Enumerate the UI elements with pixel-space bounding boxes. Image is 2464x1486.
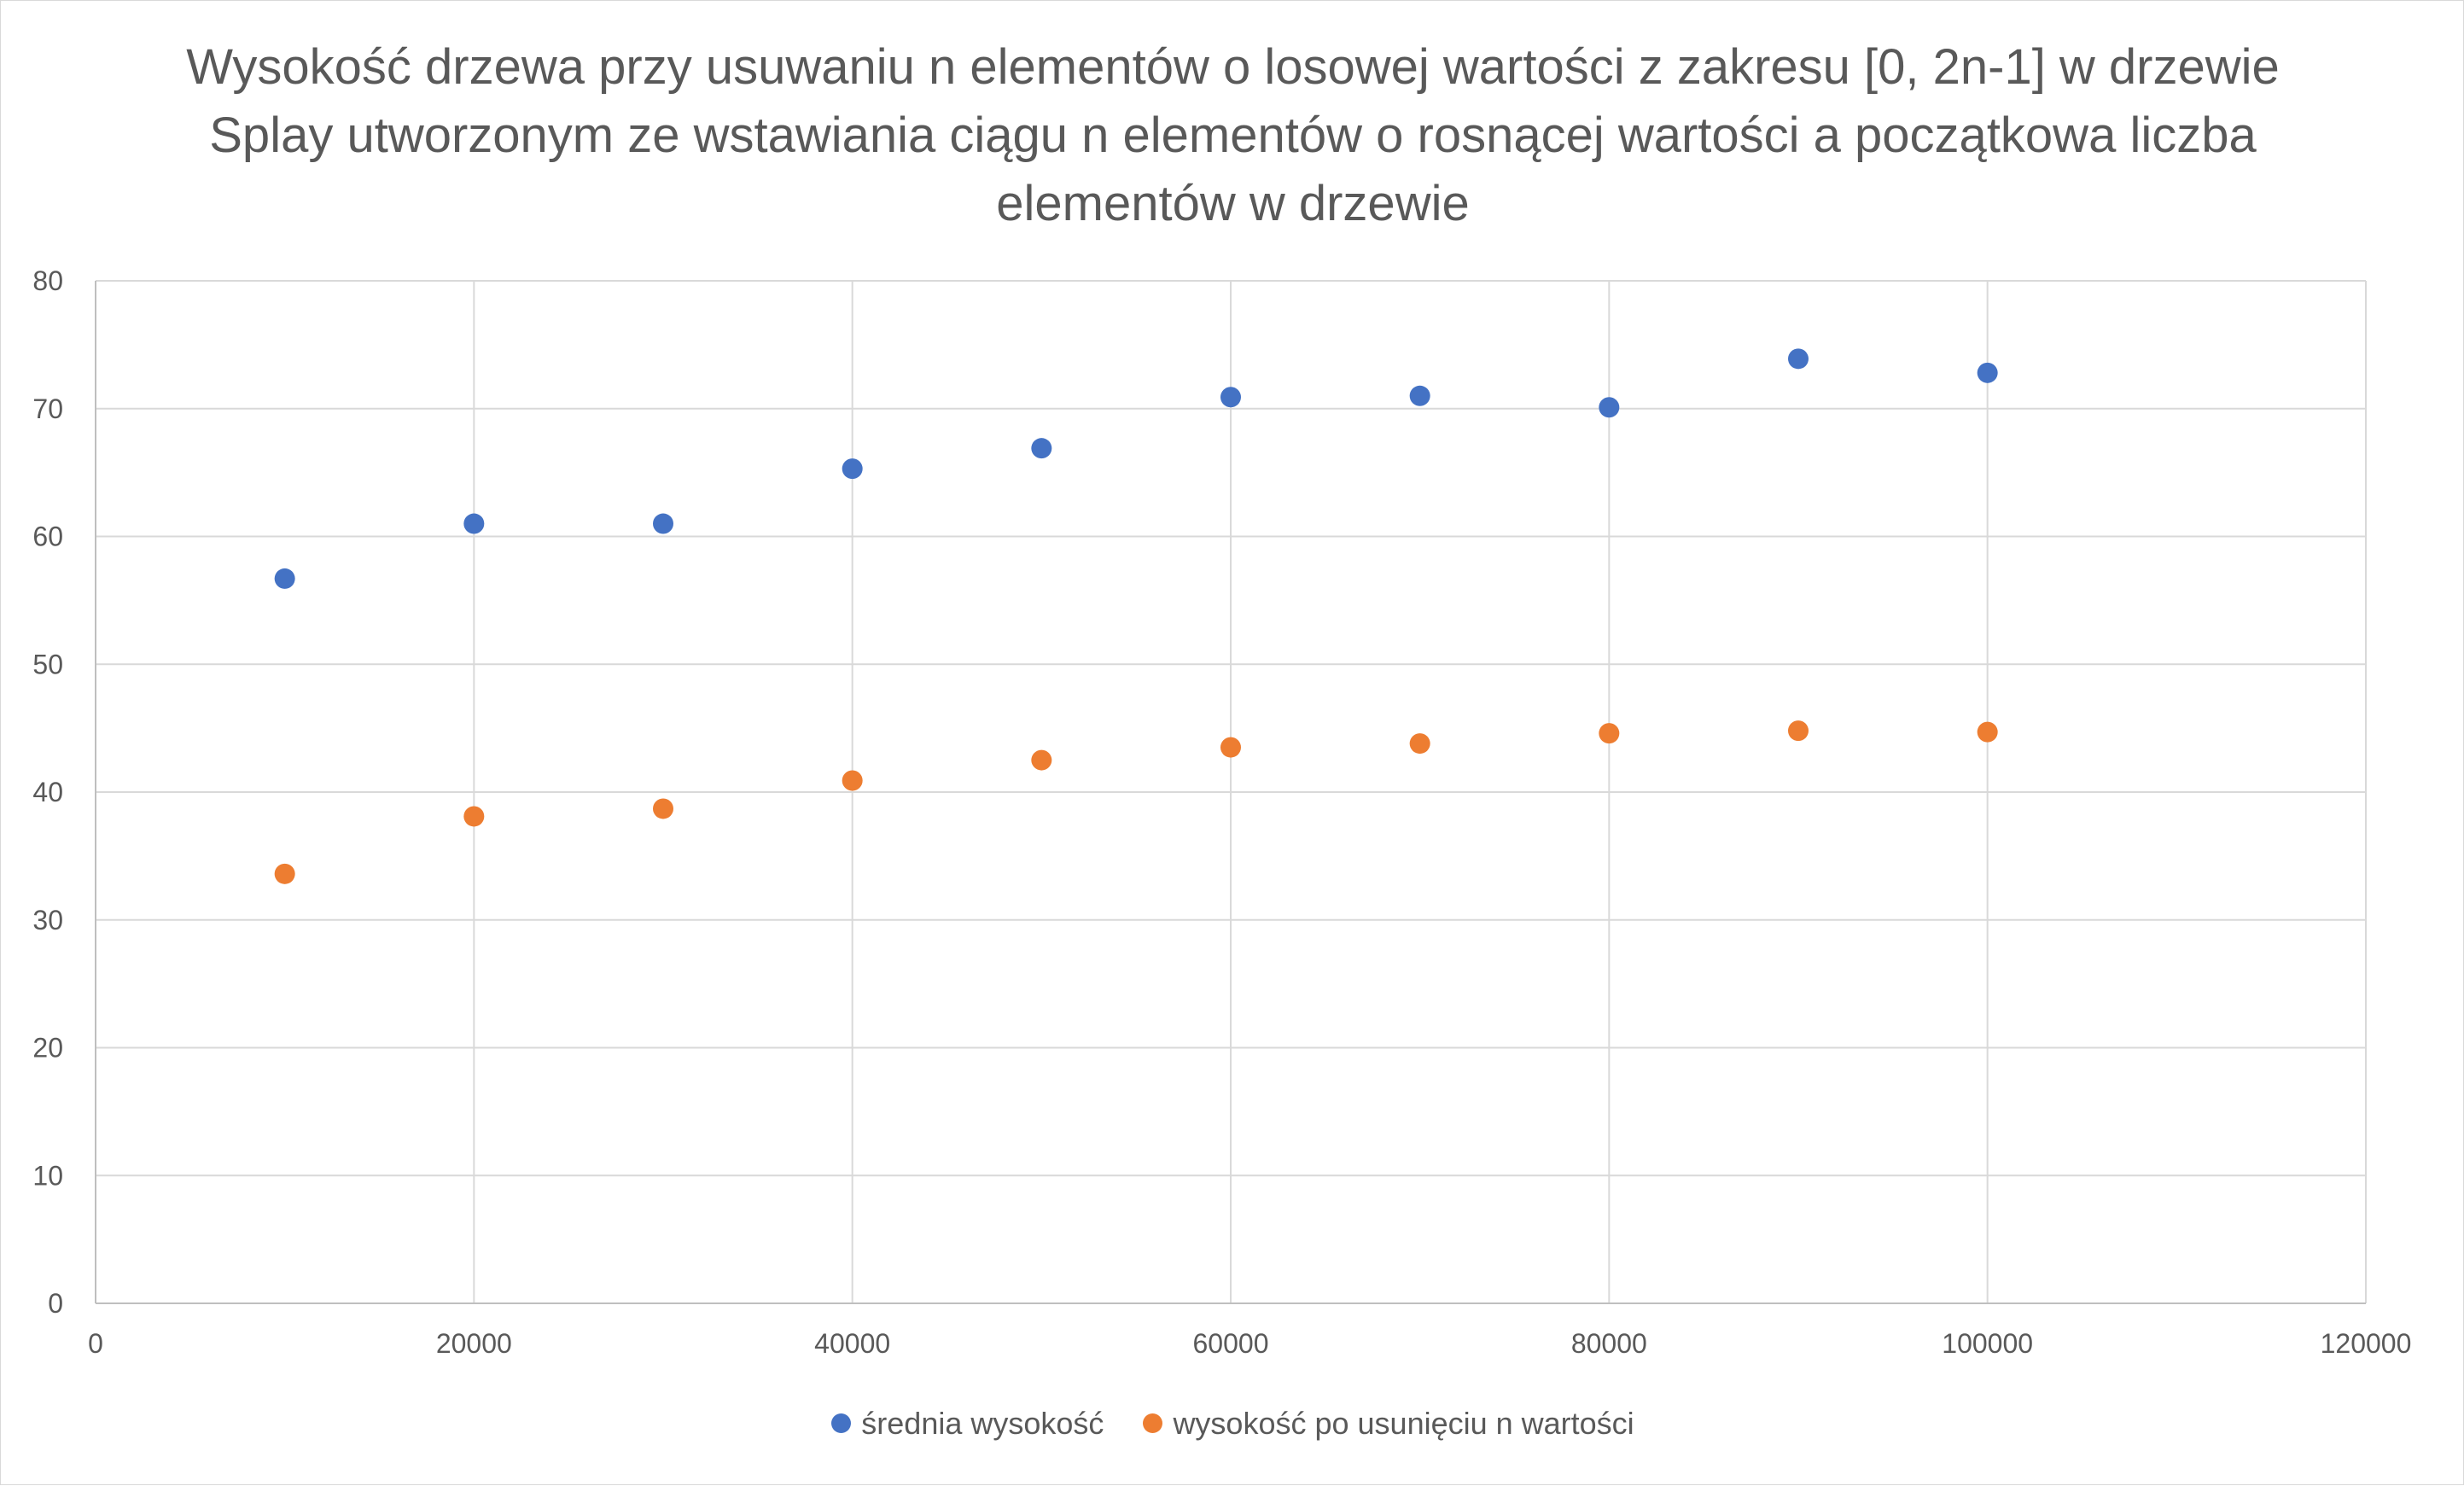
x-tick-label: 20000 (436, 1328, 512, 1359)
data-point-series-1 (1977, 362, 1998, 383)
chart-title: Wysokość drzewa przy usuwaniu n elementó… (186, 39, 2280, 231)
data-point-series-2 (1788, 720, 1809, 742)
data-point-series-2 (653, 798, 673, 819)
data-point-series-2 (1409, 733, 1430, 755)
x-tick-label: 0 (88, 1328, 103, 1359)
data-point-series-2 (1977, 721, 1998, 743)
legend-entry-series-2: wysokość po usunięciu n wartości (1143, 1406, 1634, 1442)
y-tick-label: 70 (32, 393, 63, 424)
data-point-series-1 (274, 568, 295, 589)
legend-marker-series-1 (831, 1413, 852, 1433)
legend-entry-series-1: średnia wysokość (831, 1406, 1104, 1442)
y-tick-label: 80 (32, 265, 63, 296)
data-point-series-2 (1220, 737, 1241, 758)
data-point-series-1 (1409, 385, 1430, 406)
data-point-series-1 (842, 458, 863, 480)
data-point-series-2 (842, 770, 863, 791)
x-tick-label: 120000 (2321, 1328, 2412, 1359)
legend-label-series-2: wysokość po usunięciu n wartości (1173, 1405, 1634, 1441)
legend-marker-series-2 (1143, 1413, 1163, 1433)
y-tick-label: 30 (32, 905, 63, 935)
y-tick-label: 0 (48, 1288, 63, 1319)
y-tick-label: 60 (32, 522, 63, 552)
data-point-series-1 (653, 513, 673, 534)
data-point-series-1 (1599, 397, 1620, 418)
data-point-series-2 (1031, 749, 1052, 771)
data-point-series-1 (1031, 438, 1052, 459)
x-tick-label: 40000 (814, 1328, 890, 1359)
data-point-series-1 (1788, 348, 1809, 370)
data-point-series-2 (463, 806, 485, 827)
legend: średnia wysokość wysokość po usunięciu n… (1, 1405, 2464, 1442)
y-tick-label: 50 (32, 649, 63, 679)
x-tick-label: 100000 (1942, 1328, 2033, 1359)
data-point-series-2 (1599, 723, 1620, 744)
y-tick-label: 20 (32, 1033, 63, 1064)
data-point-series-1 (1220, 387, 1241, 408)
data-point-series-1 (463, 513, 485, 534)
x-tick-label: 60000 (1193, 1328, 1269, 1359)
y-tick-label: 10 (32, 1160, 63, 1191)
legend-label-series-1: średnia wysokość (861, 1405, 1104, 1441)
data-point-series-2 (274, 863, 295, 884)
x-tick-label: 80000 (1571, 1328, 1647, 1359)
y-tick-label: 40 (32, 777, 63, 807)
